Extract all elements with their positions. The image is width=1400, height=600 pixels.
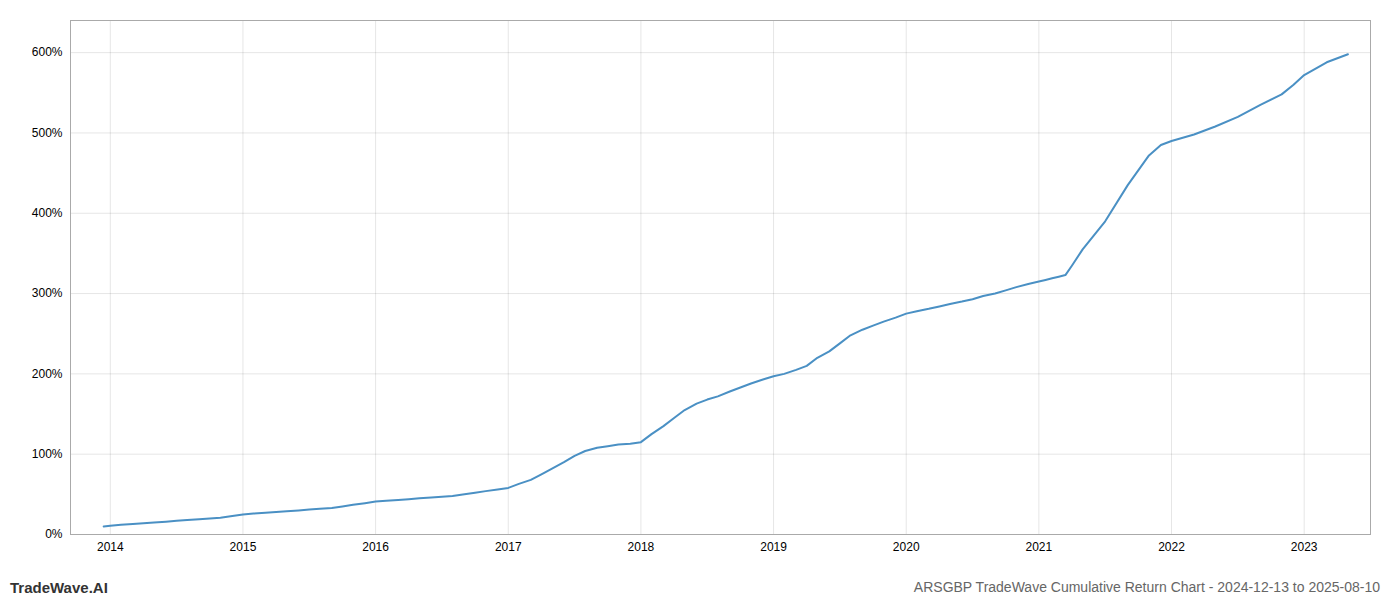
svg-text:2022: 2022 xyxy=(1158,540,1185,554)
svg-text:2015: 2015 xyxy=(230,540,257,554)
svg-text:2021: 2021 xyxy=(1026,540,1053,554)
svg-text:100%: 100% xyxy=(32,447,63,461)
svg-text:400%: 400% xyxy=(32,206,63,220)
svg-text:2018: 2018 xyxy=(628,540,655,554)
svg-text:200%: 200% xyxy=(32,367,63,381)
svg-text:2017: 2017 xyxy=(495,540,522,554)
svg-text:2023: 2023 xyxy=(1291,540,1318,554)
svg-text:500%: 500% xyxy=(32,126,63,140)
html-text:ARSGBP TradeWave Cumulative Re: ARSGBP TradeWave Cumulative Return Chart… xyxy=(913,579,1380,595)
svg-text:2014: 2014 xyxy=(97,540,124,554)
svg-text:2019: 2019 xyxy=(760,540,787,554)
html-text:TradeWave.AI: TradeWave.AI xyxy=(10,578,108,596)
svg-text:0%: 0% xyxy=(45,527,63,541)
svg-text:300%: 300% xyxy=(32,286,63,300)
svg-text:2020: 2020 xyxy=(893,540,920,554)
svg-text:600%: 600% xyxy=(32,45,63,59)
svg-text:2016: 2016 xyxy=(362,540,389,554)
